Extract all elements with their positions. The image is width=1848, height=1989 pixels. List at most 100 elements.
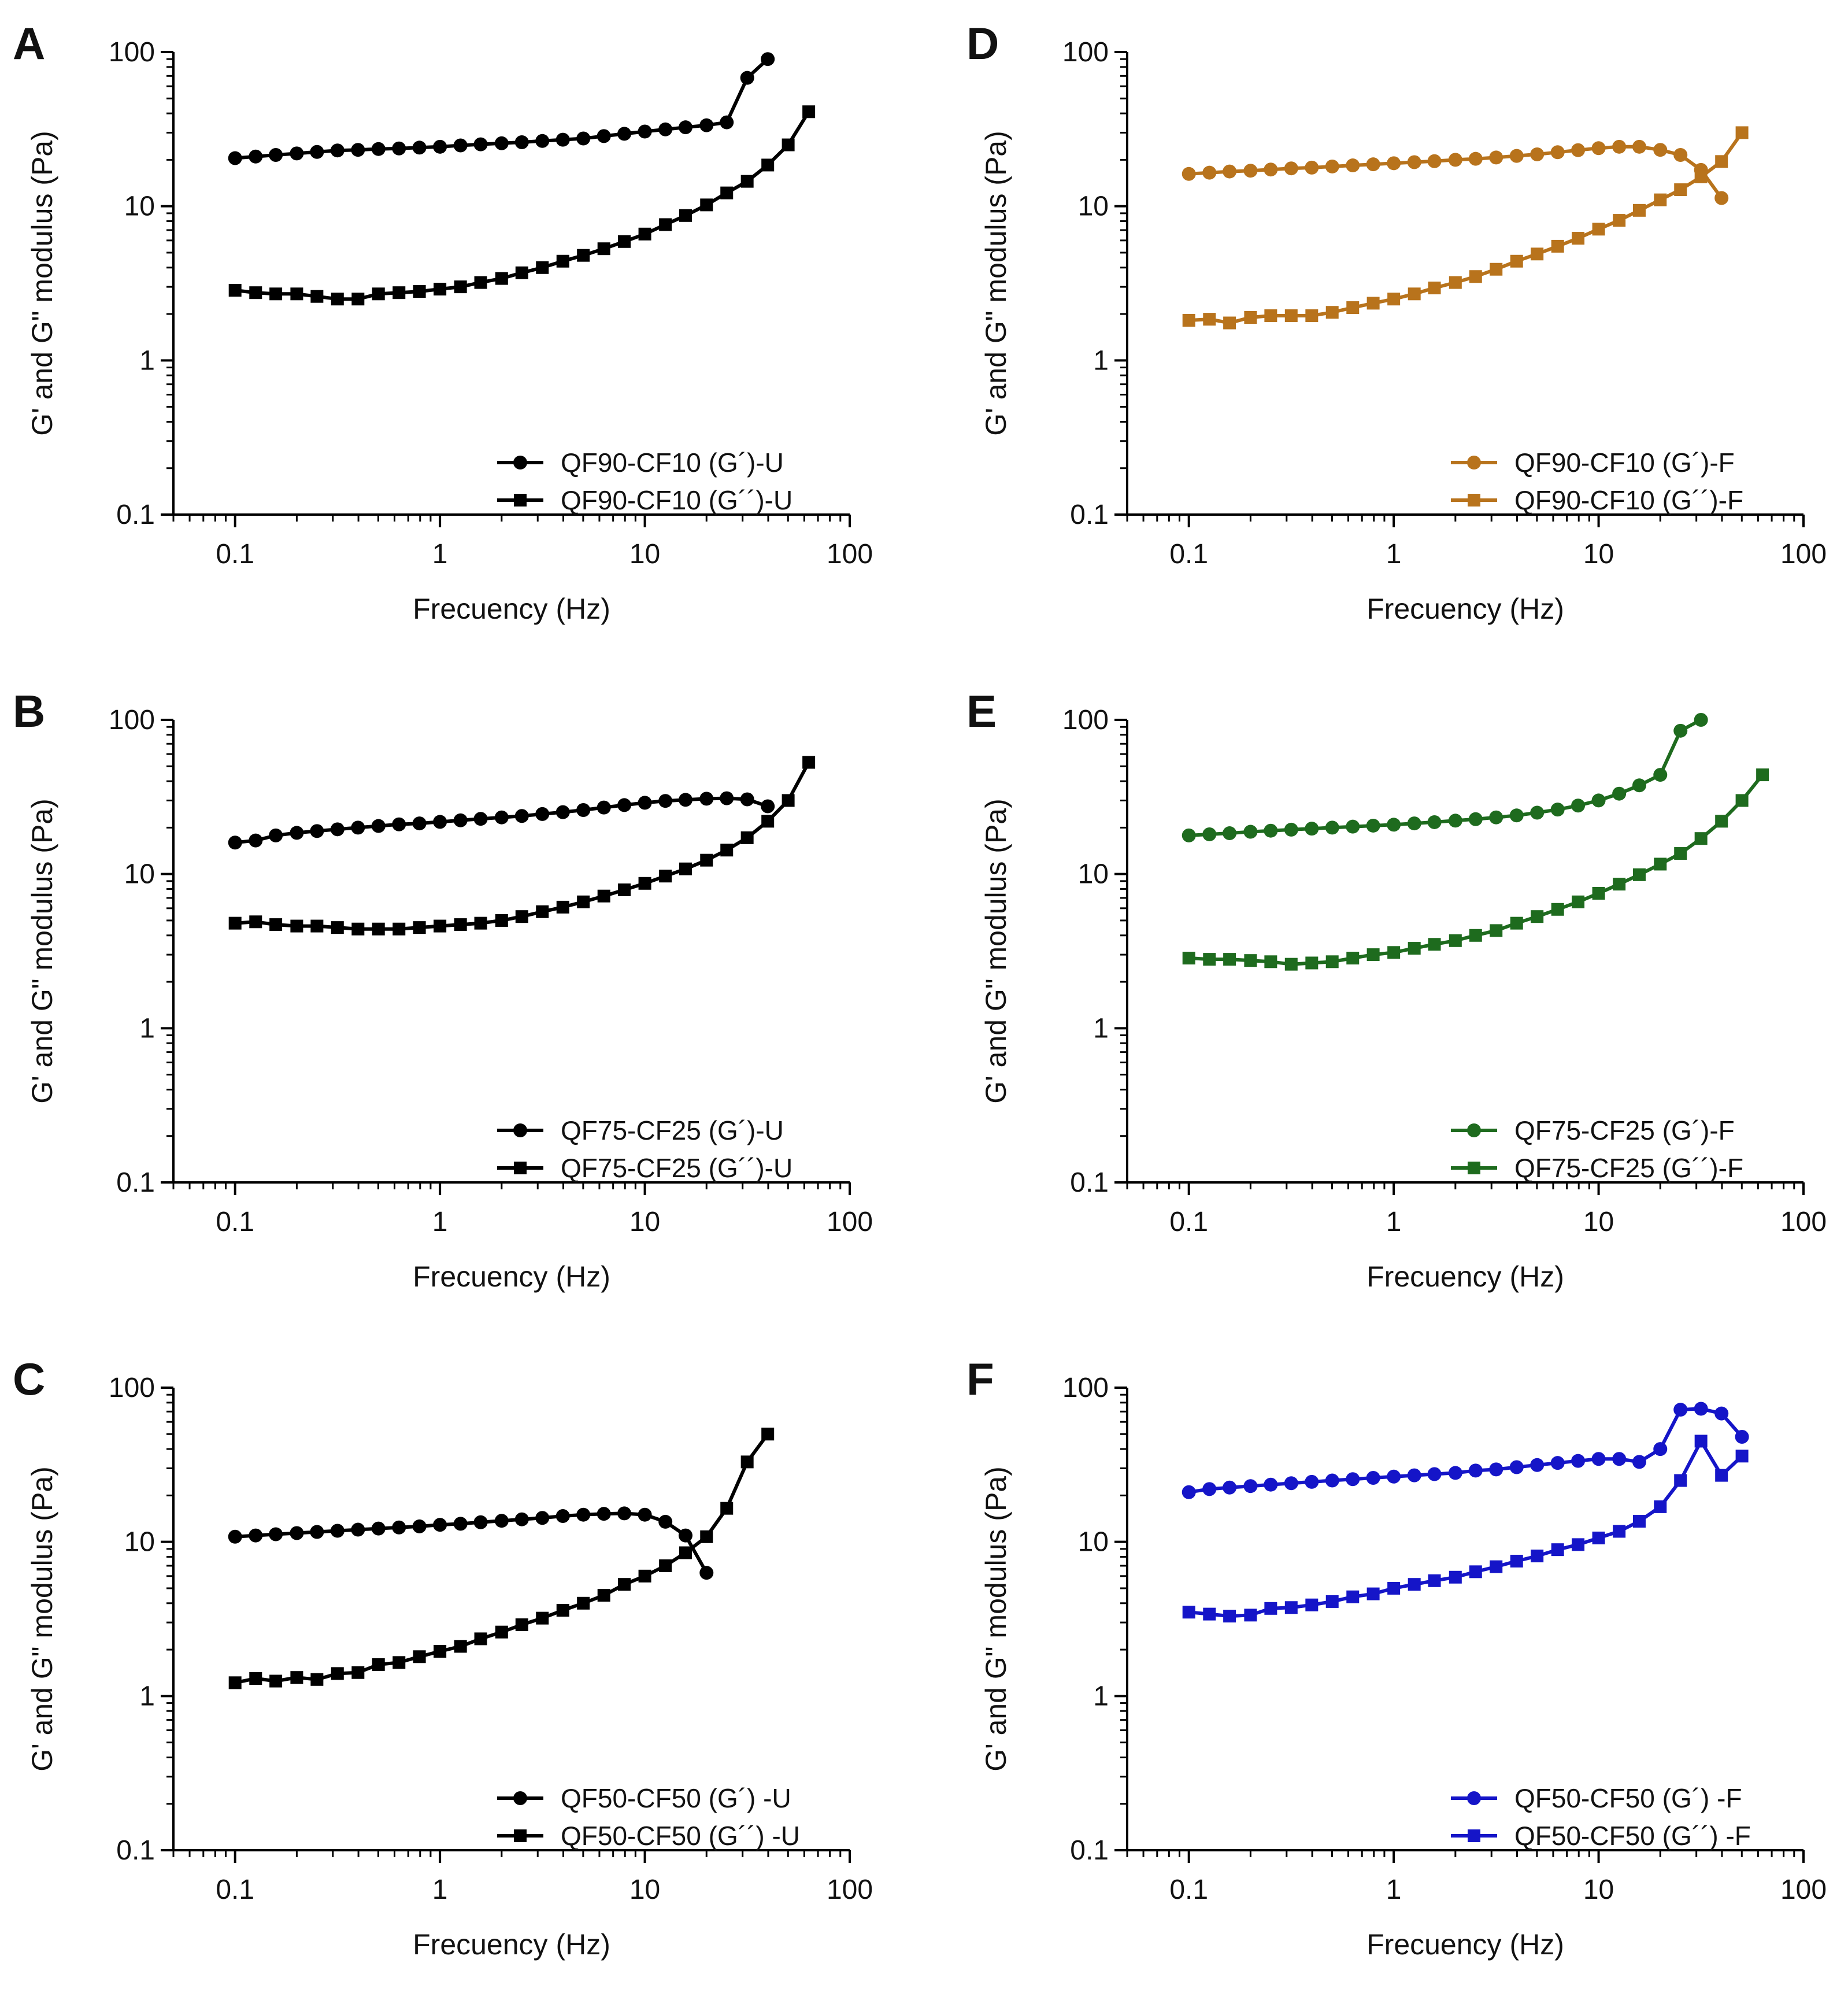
data-point-square: [1469, 270, 1482, 283]
data-point-circle: [597, 129, 611, 143]
data-point-square: [1408, 1578, 1421, 1591]
data-point-circle: [1735, 1430, 1749, 1444]
data-point-circle: [1448, 814, 1462, 828]
data-point-circle: [1509, 808, 1524, 823]
x-tick-label: 1: [1386, 1207, 1402, 1237]
chart-panel-c: C 0.1 1 10 100 0.1 1 10 100 Frecuency (Hz) G' and …: [13, 1354, 873, 1961]
legend: QF90-CF10 (G´)-U QF90-CF10 (G´´)-U: [497, 448, 792, 515]
data-point-circle: [330, 822, 345, 837]
legend: QF75-CF25 (G´)-F QF75-CF25 (G´´)-F: [1451, 1115, 1743, 1183]
data-point-circle: [678, 1528, 692, 1543]
y-tick-label: 10: [124, 859, 155, 890]
data-point-square: [1694, 170, 1708, 183]
data-point-square: [1674, 847, 1687, 860]
data-point-circle: [1714, 191, 1729, 205]
x-tick-label: 10: [629, 1875, 660, 1905]
data-point-square: [372, 922, 385, 936]
data-point-circle: [761, 52, 775, 66]
data-point-circle: [1223, 164, 1237, 179]
data-point-circle: [433, 815, 447, 829]
legend-marker-square: [1468, 1162, 1480, 1174]
data-point-circle: [392, 141, 406, 156]
legend-label: QF75-CF25 (G´)-F: [1514, 1115, 1735, 1145]
data-point-square: [659, 1559, 672, 1572]
data-point-square: [597, 889, 610, 903]
panel-letter: C: [13, 1354, 45, 1404]
y-tick-label: 10: [1078, 859, 1109, 890]
data-point-circle: [1530, 147, 1545, 161]
data-point-circle: [1264, 1477, 1278, 1492]
data-point-circle: [228, 1529, 242, 1544]
data-point-square: [1428, 938, 1441, 951]
data-point-circle: [1284, 1476, 1298, 1491]
data-point-circle: [1264, 162, 1278, 177]
data-point-circle: [699, 792, 714, 806]
data-point-square: [331, 921, 344, 934]
data-point-square: [1449, 934, 1462, 947]
data-point-circle: [1305, 822, 1319, 836]
data-point-circle: [1407, 155, 1421, 169]
chart-panel-e: E 0.1 1 10 100 0.1 1 10 100 Frecuency (Hz) G' and …: [966, 686, 1827, 1293]
data-point-square: [351, 1666, 365, 1679]
data-point-circle: [494, 810, 509, 825]
data-point-square: [413, 285, 426, 298]
data-point-circle: [1468, 151, 1483, 166]
data-point-circle: [1530, 805, 1545, 820]
x-axis-title: Frecuency (Hz): [1366, 1928, 1564, 1961]
data-point-square: [269, 1674, 283, 1688]
data-point-circle: [1366, 1471, 1380, 1485]
data-point-circle: [494, 1514, 509, 1528]
data-point-circle: [597, 800, 611, 815]
y-tick-label: 100: [109, 705, 155, 735]
legend: QF75-CF25 (G´)-U QF75-CF25 (G´´)-U: [497, 1115, 792, 1183]
y-tick-label: 0.1: [1070, 1167, 1109, 1198]
data-point-circle: [310, 145, 324, 159]
data-point-square: [1223, 1610, 1236, 1623]
x-axis-title: Frecuency (Hz): [413, 593, 610, 625]
data-point-square: [1613, 878, 1626, 891]
legend-marker-square: [514, 1162, 527, 1174]
data-point-square: [1305, 1598, 1319, 1611]
data-point-square: [1244, 954, 1257, 967]
data-point-circle: [720, 115, 734, 130]
data-point-square: [1325, 955, 1339, 968]
data-point-square: [474, 1632, 487, 1646]
data-point-square: [720, 844, 734, 857]
x-tick-label: 10: [1583, 1875, 1614, 1905]
data-point-square: [269, 287, 283, 301]
data-point-circle: [1694, 1402, 1708, 1416]
data-point-circle: [473, 137, 488, 151]
data-point-circle: [638, 796, 652, 810]
data-point-circle: [473, 1515, 488, 1529]
data-point-square: [761, 1428, 775, 1441]
data-point-square: [1346, 1590, 1360, 1603]
data-point-circle: [330, 143, 345, 158]
data-point-square: [1674, 1474, 1687, 1487]
legend-label: QF90-CF10 (G´)-U: [561, 448, 784, 478]
data-point-square: [331, 293, 344, 306]
x-axis-title: Frecuency (Hz): [413, 1260, 610, 1293]
data-point-square: [228, 284, 242, 297]
chart-panel-f: F 0.1 1 10 100 0.1 1 10 100 Frecuency (Hz) G' and …: [966, 1354, 1827, 1961]
data-point-square: [1469, 929, 1482, 942]
y-tick-label: 100: [109, 37, 155, 68]
panel-letter: D: [966, 18, 999, 69]
x-tick-label: 100: [827, 1207, 873, 1237]
data-point-circle: [658, 122, 673, 136]
data-point-circle: [1571, 143, 1586, 157]
data-point-circle: [1632, 1455, 1646, 1469]
data-point-circle: [1653, 143, 1668, 157]
data-point-circle: [1612, 786, 1627, 801]
data-point-square: [310, 919, 324, 933]
data-point-circle: [1202, 165, 1217, 180]
data-point-square: [782, 794, 795, 807]
data-point-circle: [1182, 1485, 1196, 1499]
data-point-circle: [1673, 1403, 1688, 1417]
data-point-square: [1408, 942, 1421, 955]
data-point-square: [1428, 1574, 1441, 1587]
data-point-circle: [494, 136, 509, 150]
data-point-square: [618, 1578, 631, 1591]
data-point-square: [679, 862, 692, 875]
data-point-square: [392, 286, 406, 300]
x-tick-label: 0.1: [216, 1207, 254, 1237]
